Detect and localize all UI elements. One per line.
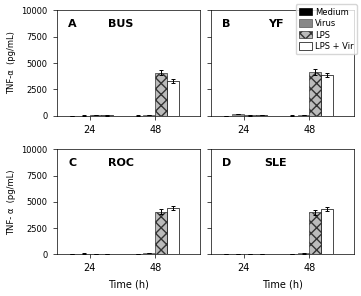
X-axis label: Time (h): Time (h) bbox=[108, 279, 149, 289]
Y-axis label: TNF- α  (pg/mL): TNF- α (pg/mL) bbox=[7, 169, 16, 235]
Bar bbox=[309, 72, 321, 116]
Text: SLE: SLE bbox=[264, 158, 287, 168]
Text: A: A bbox=[68, 19, 77, 29]
Bar bbox=[155, 212, 167, 255]
Bar bbox=[321, 209, 333, 255]
Bar bbox=[321, 75, 333, 116]
X-axis label: Time (h): Time (h) bbox=[262, 279, 303, 289]
Y-axis label: TNF-α  (pg/mL): TNF-α (pg/mL) bbox=[7, 32, 16, 94]
Bar bbox=[143, 115, 155, 116]
Bar bbox=[232, 254, 244, 255]
Bar bbox=[232, 114, 244, 116]
Text: YF: YF bbox=[268, 19, 283, 29]
Text: B: B bbox=[222, 19, 231, 29]
Bar bbox=[167, 208, 179, 255]
Bar bbox=[90, 115, 101, 116]
Bar bbox=[155, 73, 167, 116]
Legend: Medium, Virus, LPS, LPS + Vir: Medium, Virus, LPS, LPS + Vir bbox=[296, 4, 357, 54]
Bar bbox=[256, 115, 268, 116]
Text: ROC: ROC bbox=[108, 158, 134, 168]
Text: C: C bbox=[68, 158, 76, 168]
Bar bbox=[297, 253, 309, 255]
Bar bbox=[143, 253, 155, 255]
Bar bbox=[309, 213, 321, 255]
Bar bbox=[297, 115, 309, 116]
Bar bbox=[78, 254, 90, 255]
Text: BUS: BUS bbox=[108, 19, 134, 29]
Bar bbox=[167, 81, 179, 116]
Text: D: D bbox=[222, 158, 232, 168]
